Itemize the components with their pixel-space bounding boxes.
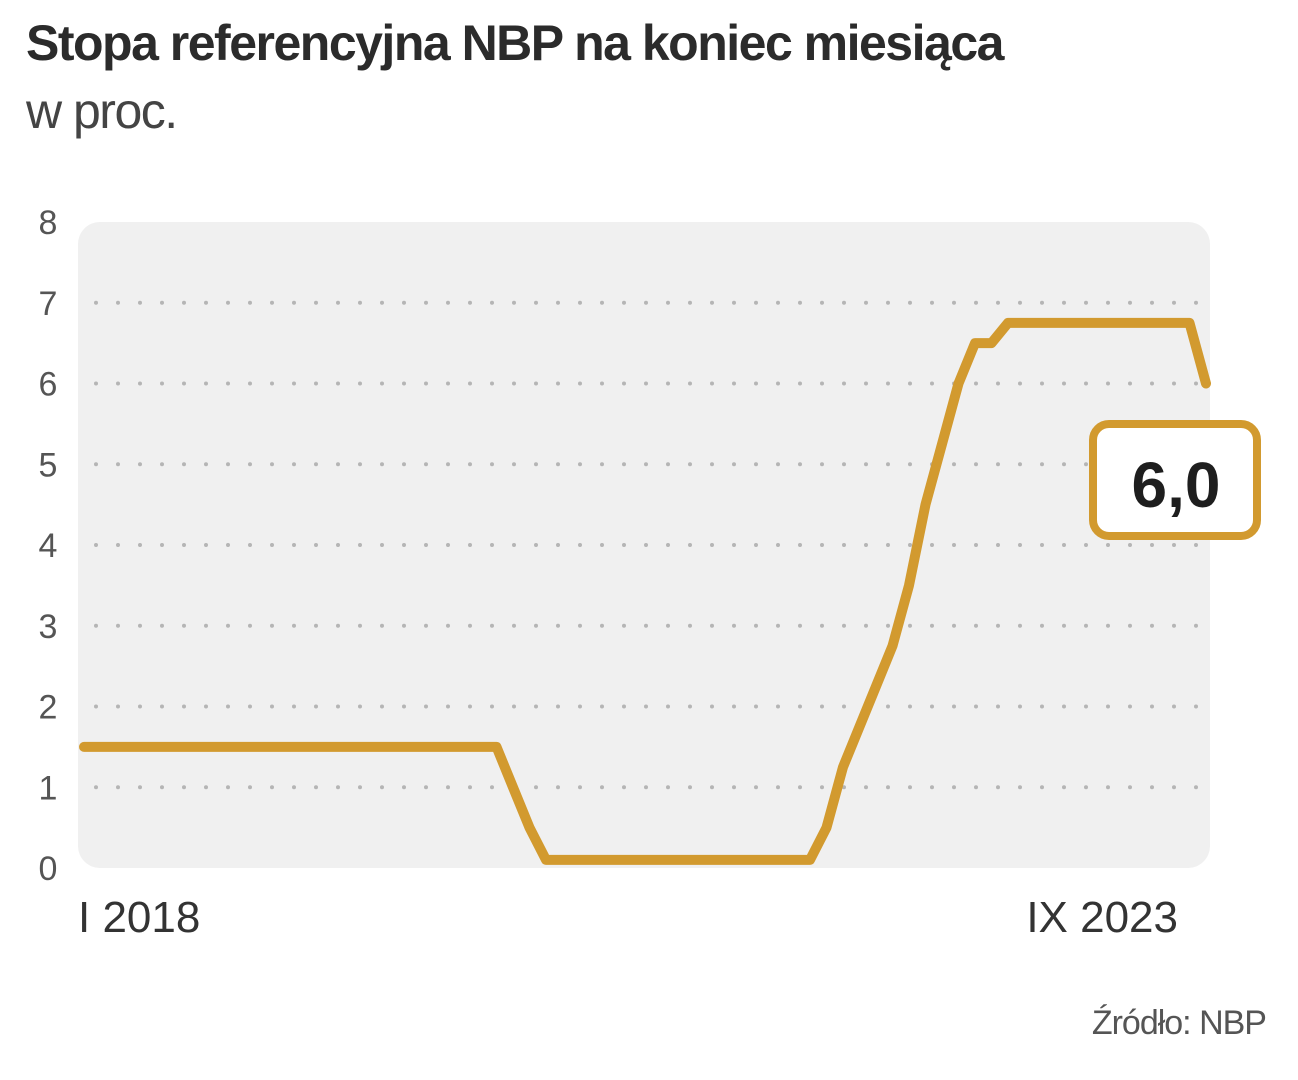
- series-line: [79, 317, 1211, 865]
- y-tick-label: 5: [39, 446, 58, 484]
- chart-subtitle: w proc.: [26, 83, 178, 139]
- y-tick-label: 2: [39, 689, 58, 727]
- chart-title: Stopa referencyjna NBP na koniec miesiąc…: [26, 15, 1004, 71]
- callout-box: [1089, 420, 1261, 540]
- y-tick-label: 3: [39, 608, 58, 646]
- y-tick-label: 0: [39, 850, 58, 888]
- y-tick-label: 6: [39, 366, 58, 404]
- last-value-callout: 6,0: [1089, 420, 1261, 540]
- x-tick-label: IX 2023: [1026, 893, 1178, 942]
- last-value-label: 6,0: [1132, 449, 1221, 521]
- y-tick-label: 7: [39, 285, 58, 323]
- source-note: Źródło: NBP: [1091, 1004, 1267, 1042]
- y-tick-label: 4: [39, 527, 58, 565]
- x-tick-label: I 2018: [78, 893, 200, 942]
- y-tick-label: 8: [39, 204, 58, 242]
- y-tick-label: 1: [39, 769, 58, 807]
